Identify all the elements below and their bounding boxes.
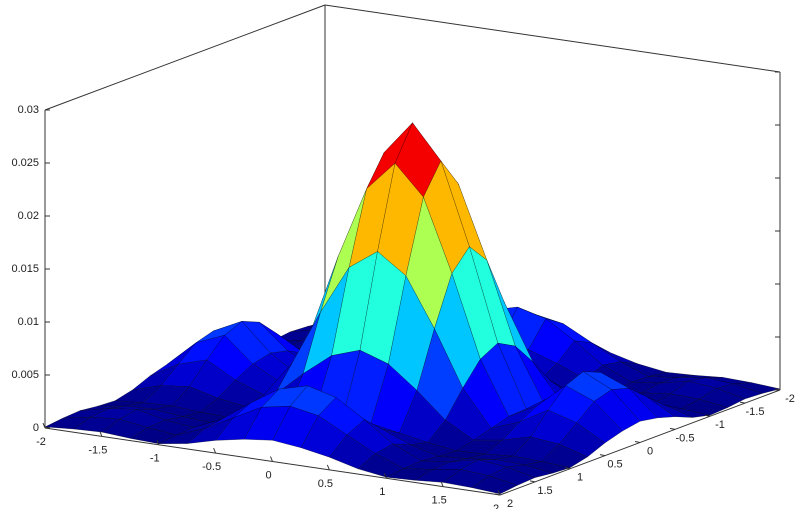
y-tick: [564, 467, 571, 470]
z-tick-label: 0.005: [11, 369, 39, 381]
y-tick: [739, 401, 746, 404]
z-tick-label: 0.025: [11, 157, 39, 169]
y-tick-label: -1: [715, 419, 725, 431]
x-tick-label: -2: [36, 436, 46, 448]
x-tick: [440, 481, 444, 487]
y-tick: [634, 441, 641, 443]
x-tick-label: 1: [379, 486, 385, 498]
z-tick-label: 0.03: [18, 104, 39, 116]
x-tick: [383, 473, 387, 479]
x-tick-label: 0.5: [318, 478, 333, 490]
z-tick-label: 0: [33, 422, 39, 434]
y-tick-label: 0: [647, 445, 653, 457]
y-tick-label: -1.5: [746, 406, 765, 418]
y-tick-label: 1: [577, 472, 583, 484]
y-tick-label: -0.5: [676, 432, 695, 444]
x-tick: [42, 422, 46, 429]
x-tick: [99, 431, 103, 437]
x-tick: [213, 447, 217, 454]
y-tick: [494, 493, 501, 496]
x-tick-label: 2: [493, 503, 499, 509]
x-tick: [497, 489, 501, 496]
z-tick-label: 0.01: [18, 316, 39, 328]
y-tick: [704, 414, 711, 417]
x-tick-label: -0.5: [202, 461, 221, 473]
y-tick-label: -2: [785, 393, 795, 405]
x-tick: [270, 456, 273, 462]
y-tick: [774, 388, 781, 391]
y-tick: [669, 427, 676, 430]
x-tick-label: -1: [150, 453, 160, 465]
x-tick: [326, 464, 330, 471]
y-tick-label: 1.5: [537, 485, 552, 497]
y-tick: [529, 480, 536, 483]
y-tick-label: 2: [507, 498, 513, 509]
z-tick-label: 0.02: [18, 210, 39, 222]
x-tick-label: 1.5: [431, 495, 446, 507]
top-edge: [44, 4, 326, 111]
x-tick-label: 0: [265, 469, 271, 481]
top-edge: [324, 4, 781, 73]
x-tick-label: -1.5: [88, 444, 107, 456]
z-tick-label: 0.015: [11, 263, 39, 275]
x-tick: [156, 439, 160, 445]
y-tick-label: 0.5: [607, 459, 622, 471]
y-tick: [599, 454, 606, 457]
